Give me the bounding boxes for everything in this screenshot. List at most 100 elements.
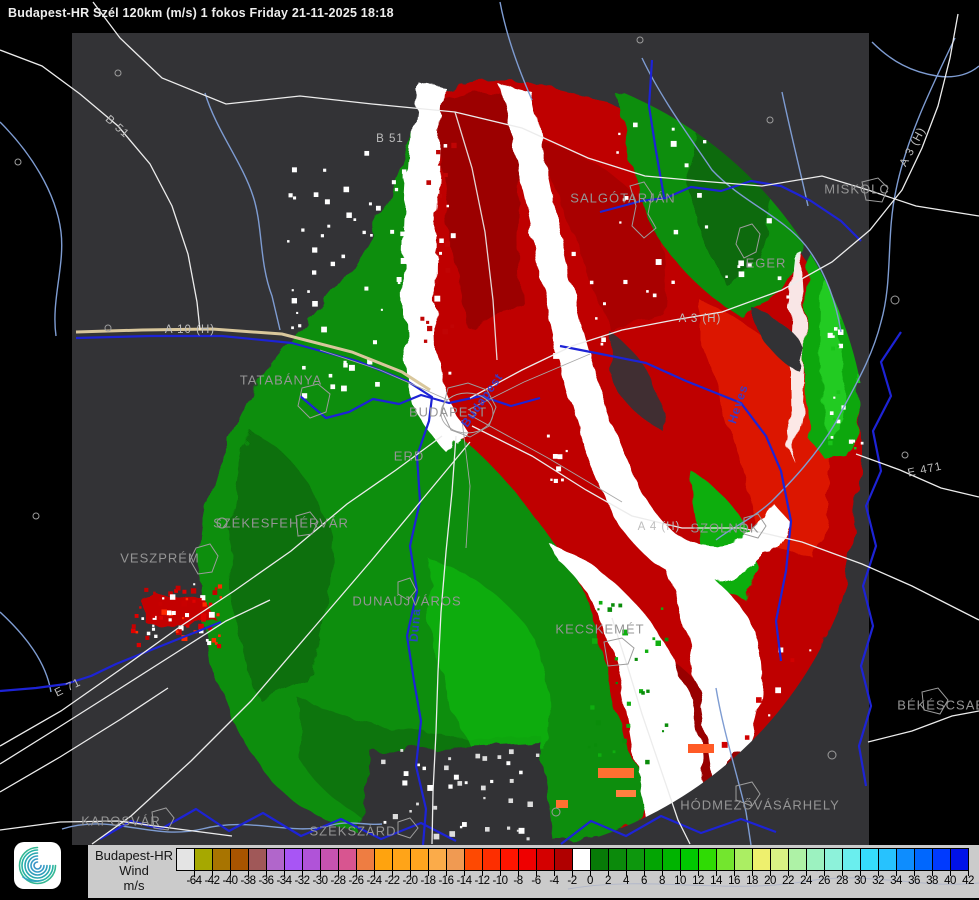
legend-tick	[662, 870, 663, 876]
legend-tick-label: 8	[659, 875, 665, 887]
legend-cell	[843, 849, 861, 870]
minor-roads-layer	[319, 349, 623, 549]
legend-tick	[644, 870, 645, 876]
legend-cell	[393, 849, 411, 870]
legend-cell	[627, 849, 645, 870]
legend-cell	[879, 849, 897, 870]
legend-tick	[302, 870, 303, 876]
borders-layer	[0, 59, 902, 846]
legend-cell	[861, 849, 879, 870]
settlement-outlines	[14, 36, 949, 839]
legend-cell	[933, 849, 951, 870]
legend-title-block: Budapest-HR Wind m/s	[92, 848, 176, 893]
legend-tick-label: 10	[674, 875, 686, 887]
legend-tick-label: -26	[348, 875, 364, 887]
legend-tick	[932, 870, 933, 876]
roads-layer	[0, 1, 979, 845]
legend-cell	[465, 849, 483, 870]
legend-tick-label: 42	[962, 875, 974, 887]
legend-tick-label: 36	[908, 875, 920, 887]
legend-cell	[303, 849, 321, 870]
cyclone-spiral-icon	[18, 846, 57, 885]
legend-cell	[501, 849, 519, 870]
legend-tick	[716, 870, 717, 876]
legend-cell	[177, 849, 195, 870]
legend-tick-label: 28	[836, 875, 848, 887]
legend-tick-label: 26	[818, 875, 830, 887]
legend-tick-label: -40	[222, 875, 238, 887]
legend-tick-label: 20	[764, 875, 776, 887]
legend-tick-label: -38	[240, 875, 256, 887]
legend-tick	[680, 870, 681, 876]
legend-tick-label: -20	[402, 875, 418, 887]
legend-tick-label: -6	[531, 875, 541, 887]
legend-tick-label: -28	[330, 875, 346, 887]
legend-tick-label: -18	[420, 875, 436, 887]
legend-cell	[519, 849, 537, 870]
legend-cell	[699, 849, 717, 870]
legend-cell	[915, 849, 933, 870]
legend-tick-label: 12	[692, 875, 704, 887]
legend-cell	[771, 849, 789, 870]
legend-tick-label: 14	[710, 875, 722, 887]
legend-tick	[392, 870, 393, 876]
legend-cell	[573, 849, 591, 870]
legend-cell	[231, 849, 249, 870]
legend-tick	[230, 870, 231, 876]
legend-tick-label: -12	[474, 875, 490, 887]
legend-tick	[842, 870, 843, 876]
legend-tick-label: -4	[549, 875, 559, 887]
legend-tick	[410, 870, 411, 876]
legend-tick	[860, 870, 861, 876]
legend-cell	[555, 849, 573, 870]
legend-cell	[591, 849, 609, 870]
legend-tick	[878, 870, 879, 876]
legend-cell	[897, 849, 915, 870]
legend-tick-label: 38	[926, 875, 938, 887]
legend-quantity: Wind	[119, 863, 149, 878]
legend-tick-label: -22	[384, 875, 400, 887]
legend-tick	[608, 870, 609, 876]
legend-tick	[554, 870, 555, 876]
legend-cell	[195, 849, 213, 870]
legend-tick-label: -30	[312, 875, 328, 887]
legend-tick-label: -34	[276, 875, 292, 887]
legend-tick	[518, 870, 519, 876]
legend-cell	[951, 849, 968, 870]
legend-tick-label: 0	[587, 875, 593, 887]
legend-tick-label: 32	[872, 875, 884, 887]
app-logo	[14, 842, 61, 889]
legend-cell	[339, 849, 357, 870]
legend-tick-label: -24	[366, 875, 382, 887]
legend-cell	[375, 849, 393, 870]
legend-tick-label: 34	[890, 875, 902, 887]
legend-tick	[446, 870, 447, 876]
legend-tick-label: 24	[800, 875, 812, 887]
legend-tick	[536, 870, 537, 876]
legend-product-name: Budapest-HR	[94, 848, 174, 863]
legend-tick	[896, 870, 897, 876]
legend-tick	[356, 870, 357, 876]
legend-cell	[663, 849, 681, 870]
legend-tick	[698, 870, 699, 876]
page-title: Budapest-HR Szél 120km (m/s) 1 fokos Fri…	[8, 6, 394, 20]
legend-tick	[500, 870, 501, 876]
legend-cell	[717, 849, 735, 870]
legend-tick	[266, 870, 267, 876]
legend-tick	[464, 870, 465, 876]
legend-tick-label: 6	[641, 875, 647, 887]
legend-cell	[735, 849, 753, 870]
legend-cell	[537, 849, 555, 870]
legend-cell	[825, 849, 843, 870]
legend-tick-label: -42	[204, 875, 220, 887]
legend-cell	[789, 849, 807, 870]
legend-tick	[752, 870, 753, 876]
doppler-velocity-field	[130, 81, 868, 845]
legend-tick-label: 16	[728, 875, 740, 887]
legend-cell	[357, 849, 375, 870]
legend-cell	[609, 849, 627, 870]
legend-cell	[411, 849, 429, 870]
legend-cell	[213, 849, 231, 870]
legend-tick	[968, 870, 969, 876]
